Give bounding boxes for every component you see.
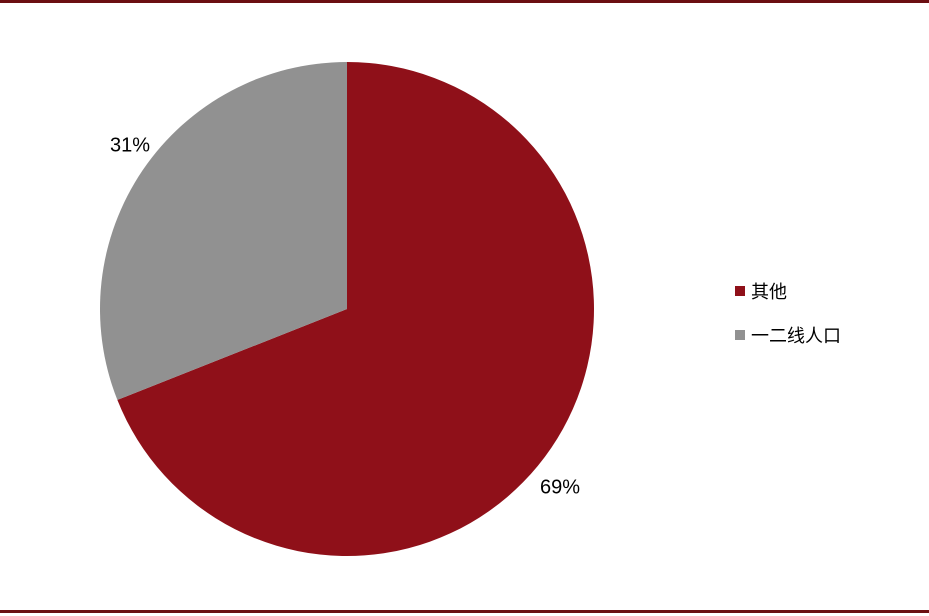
data-label-other: 69%	[540, 477, 580, 500]
pie-chart: 其他 一二线人口 69% 31%	[0, 3, 929, 610]
legend-label-other: 其他	[751, 278, 787, 304]
legend-item-tier12: 一二线人口	[735, 322, 841, 348]
legend-swatch-other	[735, 286, 745, 296]
legend-item-other: 其他	[735, 278, 841, 304]
legend-label-tier12: 一二线人口	[751, 322, 841, 348]
legend-swatch-tier12	[735, 330, 745, 340]
chart-frame: 其他 一二线人口 69% 31%	[0, 0, 929, 613]
legend: 其他 一二线人口	[735, 278, 841, 348]
data-label-tier12: 31%	[110, 135, 150, 158]
